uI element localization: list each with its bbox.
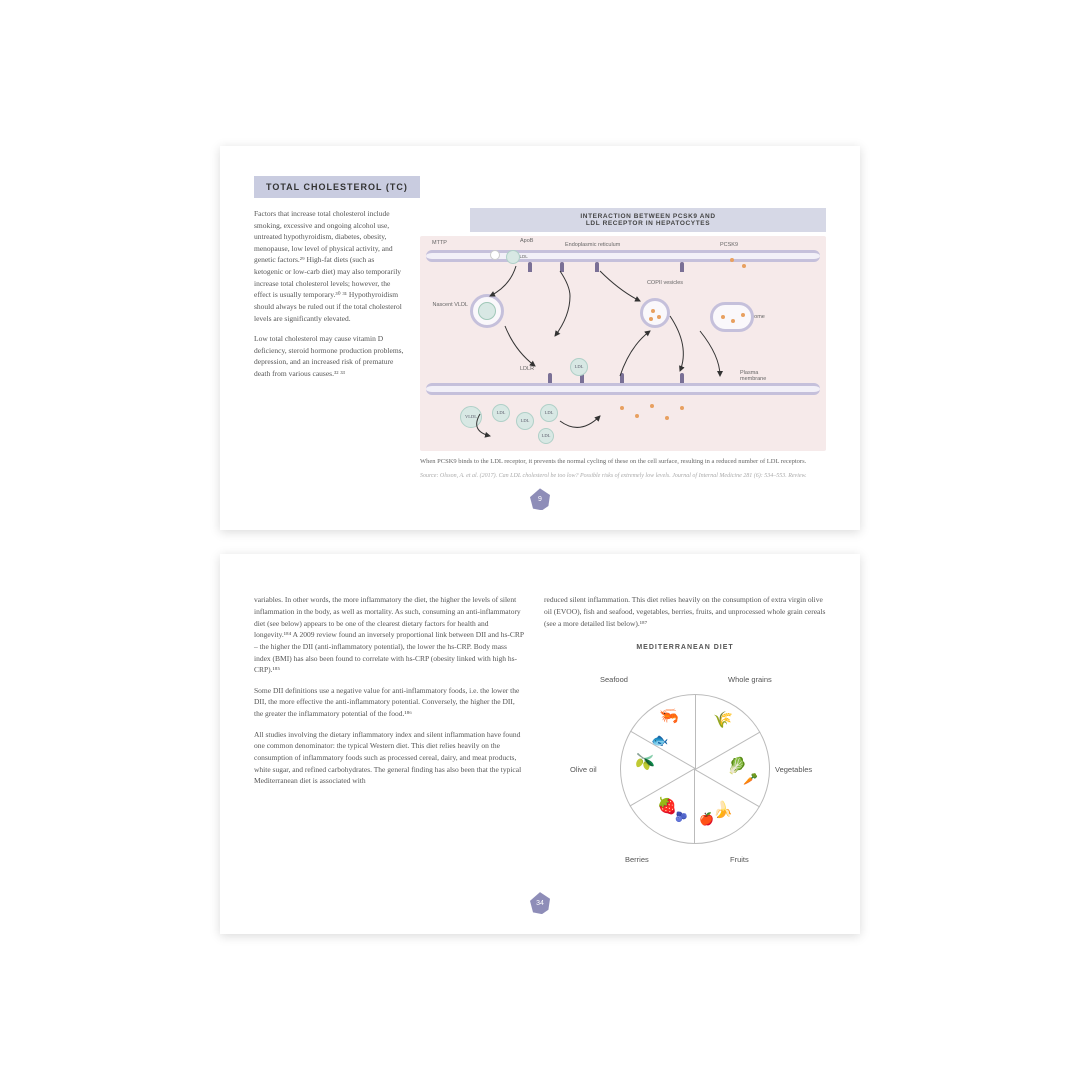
pie-label-oliveoil: Olive oil bbox=[570, 764, 597, 776]
diagram-title-line: INTERACTION BETWEEN PCSK9 AND bbox=[580, 213, 715, 220]
label-nascent: Nascent VLDL bbox=[430, 302, 468, 308]
carrot-icon: 🥕 bbox=[743, 773, 758, 785]
particle-icon bbox=[635, 414, 639, 418]
label-pcsk9: PCSK9 bbox=[720, 242, 738, 248]
paragraph: All studies involving the dietary inflam… bbox=[254, 729, 524, 787]
page-1: TOTAL CHOLESTEROL (TC) Factors that incr… bbox=[220, 146, 860, 530]
lysosome-icon bbox=[710, 302, 754, 332]
shrimp-icon: 🦐 bbox=[659, 709, 679, 725]
ldl-icon: LDL bbox=[540, 404, 558, 422]
page-2: variables. In other words, the more infl… bbox=[220, 554, 860, 934]
receptor-icon bbox=[595, 262, 599, 272]
page2-body: variables. In other words, the more infl… bbox=[254, 594, 826, 884]
page-number: 34 bbox=[530, 892, 550, 914]
particle-icon bbox=[650, 404, 654, 408]
er-membrane bbox=[426, 250, 820, 262]
ldl-icon: LDL bbox=[516, 412, 534, 430]
page1-body: Factors that increase total cholesterol … bbox=[254, 208, 826, 480]
plasma-membrane bbox=[426, 383, 820, 395]
paragraph: variables. In other words, the more infl… bbox=[254, 594, 524, 675]
nascent-vldl-icon bbox=[470, 294, 504, 328]
pie-label-wholegrains: Whole grains bbox=[728, 674, 772, 686]
pie-label-fruits: Fruits bbox=[730, 854, 749, 866]
pcsk9-particle-icon bbox=[742, 264, 746, 268]
diagram-column: INTERACTION BETWEEN PCSK9 AND LDL RECEPT… bbox=[420, 208, 826, 480]
apple-icon: 🍎 bbox=[699, 813, 714, 825]
paragraph: Factors that increase total cholesterol … bbox=[254, 208, 404, 324]
wheat-icon: 🌾 bbox=[713, 713, 733, 729]
diagram-title: INTERACTION BETWEEN PCSK9 AND LDL RECEPT… bbox=[470, 208, 826, 232]
diagram-title-line: LDL RECEPTOR IN HEPATOCYTES bbox=[586, 220, 710, 227]
mediterranean-pie-chart: 🦐 🐟 🌾 🥬 🥕 🍌 🍎 🍓 🫐 🫒 Seafood Whole grains… bbox=[570, 664, 800, 884]
body-text-column: Factors that increase total cholesterol … bbox=[254, 208, 404, 480]
receptor-icon bbox=[548, 373, 552, 383]
section-header: TOTAL CHOLESTEROL (TC) bbox=[254, 176, 420, 198]
label-ldlr: LDLR bbox=[520, 366, 534, 372]
receptor-icon bbox=[560, 262, 564, 272]
paragraph: Low total cholesterol may cause vitamin … bbox=[254, 333, 404, 380]
blueberry-icon: 🫐 bbox=[675, 813, 687, 823]
prevldl-icon bbox=[506, 250, 520, 264]
receptor-icon bbox=[620, 373, 624, 383]
olive-oil-icon: 🫒 bbox=[635, 755, 655, 771]
receptor-icon bbox=[528, 262, 532, 272]
receptor-icon bbox=[680, 262, 684, 272]
pie-circle: 🦐 🐟 🌾 🥬 🥕 🍌 🍎 🍓 🫐 🫒 bbox=[620, 694, 770, 844]
copii-vesicle-icon bbox=[640, 298, 670, 328]
banana-icon: 🍌 bbox=[713, 803, 733, 819]
pie-label-seafood: Seafood bbox=[600, 674, 628, 686]
paragraph: reduced silent inflammation. This diet r… bbox=[544, 594, 826, 629]
label-er: Endoplasmic reticulum bbox=[565, 242, 620, 248]
vldl-icon: VLDL bbox=[460, 406, 482, 428]
pcsk9-particle-icon bbox=[730, 258, 734, 262]
particle-icon bbox=[680, 406, 684, 410]
label-copii: COPII vesicles bbox=[645, 280, 685, 286]
page-number: 9 bbox=[530, 488, 550, 510]
pie-label-berries: Berries bbox=[625, 854, 649, 866]
right-column: reduced silent inflammation. This diet r… bbox=[544, 594, 826, 884]
fish-icon: 🐟 bbox=[651, 735, 668, 749]
pie-label-vegetables: Vegetables bbox=[775, 764, 812, 776]
cell-diagram: MTTP ApoB Endoplasmic reticulum PCSK9 CO… bbox=[420, 236, 826, 451]
label-mttp: MTTP bbox=[432, 240, 447, 246]
particle-icon bbox=[665, 416, 669, 420]
left-column: variables. In other words, the more infl… bbox=[254, 594, 524, 884]
ldl-icon: LDL bbox=[570, 358, 588, 376]
diagram-source: Source: Olsson, A. et al. (2017). Can LD… bbox=[420, 472, 826, 480]
diagram-caption: When PCSK9 binds to the LDL receptor, it… bbox=[420, 457, 826, 466]
label-plasma: Plasma membrane bbox=[740, 370, 780, 382]
strawberry-icon: 🍓 bbox=[657, 799, 677, 815]
label-apob: ApoB bbox=[520, 238, 533, 244]
mttp-icon bbox=[490, 250, 500, 260]
receptor-icon bbox=[680, 373, 684, 383]
ldl-icon: LDL bbox=[538, 428, 554, 444]
paragraph: Some DII definitions use a negative valu… bbox=[254, 685, 524, 720]
ldl-icon: LDL bbox=[492, 404, 510, 422]
chart-title: MEDITERRANEAN DIET bbox=[544, 643, 826, 654]
particle-icon bbox=[620, 406, 624, 410]
